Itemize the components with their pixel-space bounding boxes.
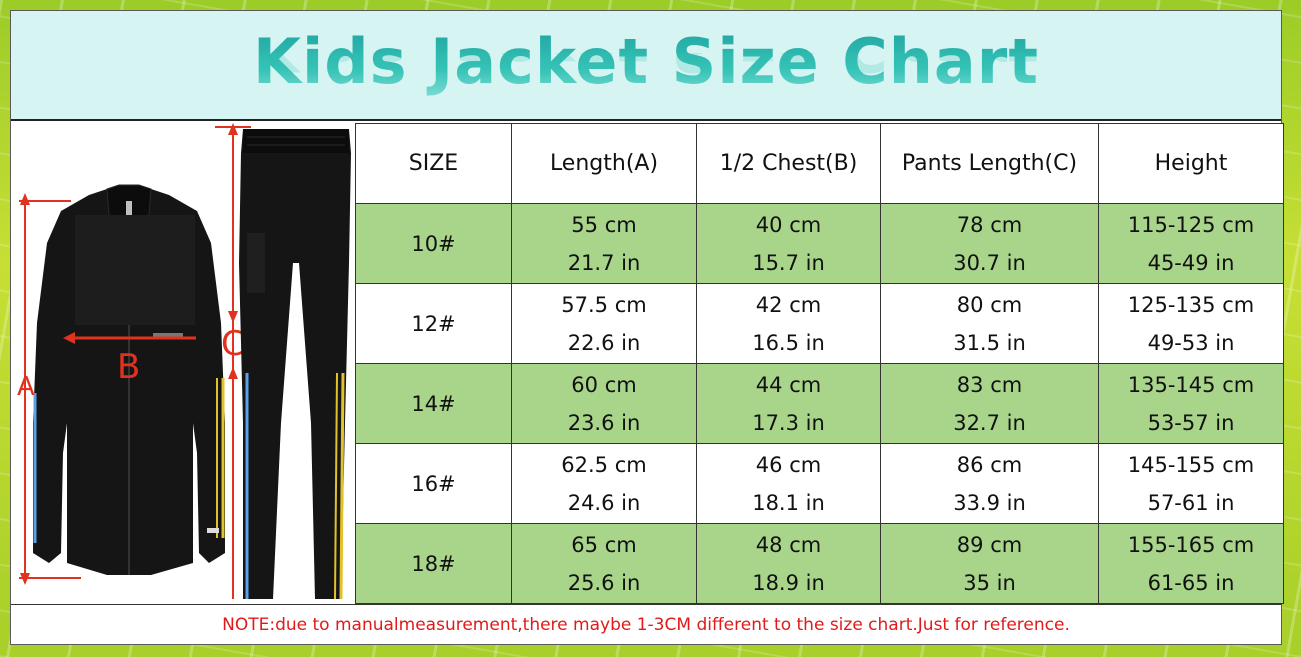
chest-in: 15.7 in (752, 250, 825, 275)
height-cm: 135-145 cm (1127, 372, 1255, 397)
header-chest: 1/2 Chest(B) (696, 123, 881, 204)
header-size: SIZE (355, 123, 512, 204)
chest-in: 17.3 in (752, 410, 825, 435)
chest-cell: 48 cm 18.9 in (696, 523, 881, 604)
length-cell: 65 cm 25.6 in (511, 523, 697, 604)
table-row: 12# 57.5 cm 22.6 in 42 cm 16.5 in 80 cm 31.… (355, 283, 1284, 364)
length-in: 25.6 in (567, 570, 641, 595)
chest-in: 18.9 in (752, 570, 825, 595)
height-cm: 125-135 cm (1127, 292, 1255, 317)
chest-in: 18.1 in (752, 490, 825, 515)
table-row: 14# 60 cm 23.6 in 44 cm 17.3 in 83 cm 32.7 … (355, 363, 1284, 444)
pants-cm: 80 cm (956, 292, 1023, 317)
pants-in: 32.7 in (953, 410, 1026, 435)
length-cell: 55 cm 21.7 in (511, 203, 697, 284)
measure-label-c: C (221, 324, 245, 364)
height-cell: 145-155 cm 57-61 in (1098, 443, 1284, 524)
height-in: 61-65 in (1147, 570, 1235, 595)
measure-label-a: A (17, 372, 35, 402)
length-cell: 60 cm 23.6 in (511, 363, 697, 444)
header-height: Height (1098, 123, 1284, 204)
pants-cell: 78 cm 30.7 in (880, 203, 1099, 284)
chest-in: 16.5 in (752, 330, 825, 355)
chest-cm: 46 cm (755, 452, 822, 477)
measure-label-b: B (117, 347, 140, 387)
height-cell: 135-145 cm 53-57 in (1098, 363, 1284, 444)
height-in: 53-57 in (1147, 410, 1235, 435)
chest-cell: 42 cm 16.5 in (696, 283, 881, 364)
size-cell: 16# (355, 443, 512, 524)
page-title: Kids Jacket Size Chart (11, 25, 1281, 98)
size-table: SIZE Length(A) 1/2 Chest(B) Pants Length… (355, 123, 1284, 604)
height-cm: 115-125 cm (1127, 212, 1255, 237)
height-cm: 145-155 cm (1127, 452, 1255, 477)
title-band: Kids Jacket Size Chart Kids Jacket Size … (11, 11, 1281, 121)
pants-in: 35 in (963, 570, 1016, 595)
size-cell: 12# (355, 283, 512, 364)
height-cm: 155-165 cm (1127, 532, 1255, 557)
size-cell: 14# (355, 363, 512, 444)
table-row: 16# 62.5 cm 24.6 in 46 cm 18.1 in 86 cm 33.… (355, 443, 1284, 524)
table-row: 10# 55 cm 21.7 in 40 cm 15.7 in 78 cm 30.7 … (355, 203, 1284, 284)
header-pants-length: Pants Length(C) (880, 123, 1099, 204)
pants-cm: 83 cm (956, 372, 1023, 397)
measurement-note: NOTE:due to manualmeasurement,there mayb… (11, 604, 1281, 644)
pants-cm: 89 cm (956, 532, 1023, 557)
size-cell: 18# (355, 523, 512, 604)
length-cell: 57.5 cm 22.6 in (511, 283, 697, 364)
size-chart-panel: Kids Jacket Size Chart Kids Jacket Size … (10, 10, 1284, 645)
pants-cell: 89 cm 35 in (880, 523, 1099, 604)
pants-cell: 86 cm 33.9 in (880, 443, 1099, 524)
pants-cell: 83 cm 32.7 in (880, 363, 1099, 444)
pants-in: 30.7 in (953, 250, 1026, 275)
pants-cm: 86 cm (956, 452, 1023, 477)
length-cm: 65 cm (571, 532, 637, 557)
length-cm: 60 cm (571, 372, 637, 397)
chest-cell: 44 cm 17.3 in (696, 363, 881, 444)
pants-in: 31.5 in (953, 330, 1026, 355)
garment-illustration: A B C (11, 123, 353, 604)
header-length: Length(A) (511, 123, 697, 204)
jacket-and-pants-image: A B C (17, 123, 351, 600)
length-cell: 62.5 cm 24.6 in (511, 443, 697, 524)
height-in: 45-49 in (1147, 250, 1235, 275)
length-cm: 57.5 cm (561, 292, 647, 317)
pants-cm: 78 cm (956, 212, 1023, 237)
pants-cell: 80 cm 31.5 in (880, 283, 1099, 364)
chest-cell: 40 cm 15.7 in (696, 203, 881, 284)
length-in: 23.6 in (567, 410, 641, 435)
height-cell: 125-135 cm 49-53 in (1098, 283, 1284, 364)
chest-cm: 48 cm (755, 532, 822, 557)
table-row: 18# 65 cm 25.6 in 48 cm 18.9 in 89 cm 35 in… (355, 523, 1284, 604)
pants-shape (239, 129, 351, 599)
chest-cell: 46 cm 18.1 in (696, 443, 881, 524)
length-cm: 62.5 cm (561, 452, 647, 477)
length-in: 22.6 in (567, 330, 641, 355)
chest-cm: 40 cm (755, 212, 822, 237)
length-in: 24.6 in (567, 490, 641, 515)
table-header-row: SIZE Length(A) 1/2 Chest(B) Pants Length… (355, 123, 1284, 204)
height-in: 49-53 in (1147, 330, 1235, 355)
length-in: 21.7 in (567, 250, 641, 275)
pants-in: 33.9 in (953, 490, 1026, 515)
size-cell: 10# (355, 203, 512, 284)
height-cell: 115-125 cm 45-49 in (1098, 203, 1284, 284)
length-cm: 55 cm (571, 212, 637, 237)
height-cell: 155-165 cm 61-65 in (1098, 523, 1284, 604)
chest-cm: 42 cm (755, 292, 822, 317)
chest-cm: 44 cm (755, 372, 822, 397)
height-in: 57-61 in (1147, 490, 1235, 515)
